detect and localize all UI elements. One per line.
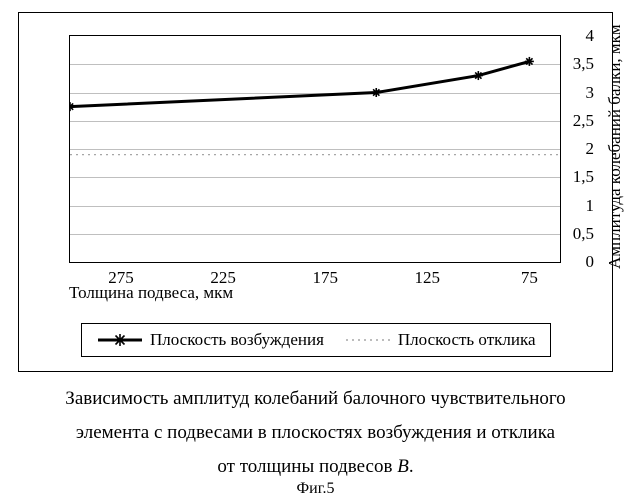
y-tick-label: 0,5: [573, 224, 594, 244]
series-marker: [525, 57, 534, 66]
figure-frame: 00,511,522,533,5427522517512575 Толщина …: [18, 12, 613, 372]
caption-line-1: Зависимость амплитуд колебаний балочного…: [0, 382, 631, 416]
y-tick-label: 2,5: [573, 111, 594, 131]
legend-item-response: Плоскость отклика: [346, 330, 536, 350]
legend-swatch-response: [346, 331, 390, 349]
y-tick-label: 0: [586, 252, 595, 272]
series-layer: [70, 36, 560, 262]
y-tick-label: 3,5: [573, 54, 594, 74]
legend-item-excitation: Плоскость возбуждения: [98, 330, 324, 350]
x-tick-label: 175: [312, 268, 338, 288]
figure-number: Фиг.5: [0, 480, 631, 498]
figure-caption: Зависимость амплитуд колебаний балочного…: [0, 382, 631, 484]
series-marker: [372, 88, 381, 97]
y-tick-label: 4: [586, 26, 595, 46]
x-tick-label: 75: [521, 268, 538, 288]
legend-label-response: Плоскость отклика: [398, 330, 536, 350]
caption-line-2: элемента с подвесами в плоскостях возбуж…: [0, 416, 631, 450]
y-tick-label: 1: [586, 196, 595, 216]
y-tick-label: 2: [586, 139, 595, 159]
series-marker: [70, 102, 75, 111]
legend-label-excitation: Плоскость возбуждения: [150, 330, 324, 350]
legend-swatch-excitation: [98, 331, 142, 349]
y-tick-label: 3: [586, 83, 595, 103]
legend: Плоскость возбуждения Плоскость отклика: [81, 323, 551, 357]
y-tick-label: 1,5: [573, 167, 594, 187]
series-line: [70, 61, 529, 106]
plot-area: 00,511,522,533,5427522517512575: [69, 35, 561, 263]
y-axis-title: Амплитуда колебаний балки, мкм: [605, 24, 625, 269]
x-axis-title: Толщина подвеса, мкм: [69, 283, 233, 303]
series-marker: [474, 71, 483, 80]
x-tick-label: 125: [415, 268, 441, 288]
caption-line-3: от толщины подвесов В.: [0, 450, 631, 484]
